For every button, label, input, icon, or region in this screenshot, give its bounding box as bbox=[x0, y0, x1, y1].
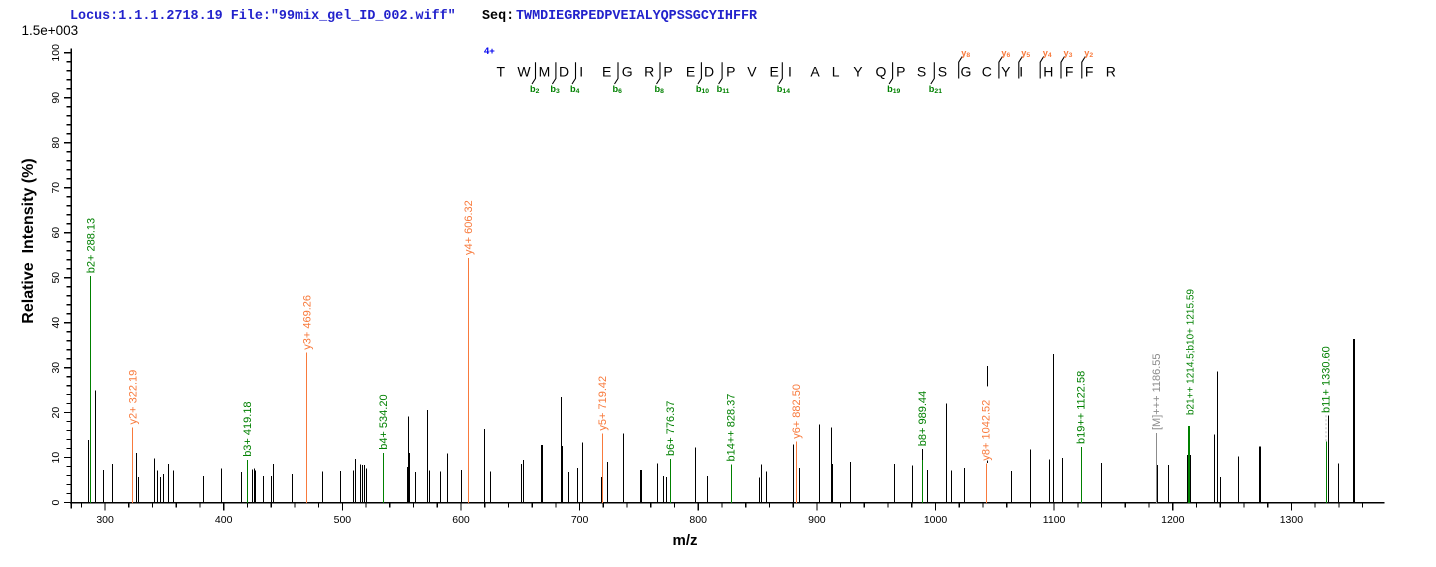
svg-text:P: P bbox=[663, 64, 672, 80]
svg-text:b8+ 989.44: b8+ 989.44 bbox=[917, 391, 929, 446]
svg-text:Relative Intensity (%): Relative Intensity (%) bbox=[20, 158, 37, 323]
svg-text:1000: 1000 bbox=[924, 514, 948, 526]
svg-text:b3: b3 bbox=[550, 84, 560, 95]
svg-text:0: 0 bbox=[50, 500, 62, 506]
svg-text:y3+ 469.26: y3+ 469.26 bbox=[301, 295, 313, 350]
svg-text:1.5e+003: 1.5e+003 bbox=[22, 23, 79, 38]
svg-text:b4: b4 bbox=[570, 84, 580, 95]
svg-text:y5: y5 bbox=[1021, 48, 1030, 59]
svg-text:S: S bbox=[938, 64, 947, 80]
svg-text:D: D bbox=[704, 64, 714, 80]
svg-text:I: I bbox=[788, 64, 792, 80]
svg-text:E: E bbox=[686, 64, 695, 80]
svg-text:y8: y8 bbox=[961, 48, 970, 59]
svg-text:b6: b6 bbox=[613, 84, 623, 95]
svg-text:70: 70 bbox=[50, 182, 62, 194]
svg-text:500: 500 bbox=[334, 514, 352, 526]
svg-text:Q: Q bbox=[875, 64, 886, 80]
svg-text:y8+ 1042.52: y8+ 1042.52 bbox=[981, 400, 993, 461]
svg-text:[M]+++ 1186.55: [M]+++ 1186.55 bbox=[1151, 353, 1163, 430]
svg-text:400: 400 bbox=[215, 514, 233, 526]
svg-text:b4+ 534.20: b4+ 534.20 bbox=[378, 394, 390, 449]
svg-text:F: F bbox=[1085, 64, 1094, 80]
svg-text:V: V bbox=[747, 64, 757, 80]
svg-text:50: 50 bbox=[50, 272, 62, 284]
svg-text:L: L bbox=[832, 64, 840, 80]
svg-text:y4+ 606.32: y4+ 606.32 bbox=[463, 200, 475, 255]
svg-text:b21++ 1214.5;b10+ 1215.59: b21++ 1214.5;b10+ 1215.59 bbox=[1186, 289, 1197, 415]
svg-text:b19: b19 bbox=[887, 84, 900, 95]
svg-text:E: E bbox=[602, 64, 611, 80]
svg-text:P: P bbox=[726, 64, 735, 80]
svg-text:b6+ 776.37: b6+ 776.37 bbox=[665, 401, 677, 456]
svg-text:10: 10 bbox=[50, 452, 62, 464]
svg-text:y3: y3 bbox=[1064, 48, 1073, 59]
svg-text:Y: Y bbox=[853, 64, 863, 80]
svg-text:Y: Y bbox=[1001, 64, 1011, 80]
svg-text:b3+ 419.18: b3+ 419.18 bbox=[242, 401, 254, 456]
svg-text:40: 40 bbox=[50, 317, 62, 329]
svg-text:80: 80 bbox=[50, 137, 62, 149]
svg-text:y2: y2 bbox=[1084, 48, 1093, 59]
svg-text:60: 60 bbox=[50, 227, 62, 239]
svg-text:b21: b21 bbox=[929, 84, 942, 95]
svg-text:E: E bbox=[770, 64, 779, 80]
svg-text:y2+ 322.19: y2+ 322.19 bbox=[127, 370, 139, 425]
svg-text:I: I bbox=[579, 64, 583, 80]
svg-text:700: 700 bbox=[571, 514, 589, 526]
svg-text:800: 800 bbox=[689, 514, 707, 526]
svg-text:R: R bbox=[644, 64, 654, 80]
svg-text:S: S bbox=[917, 64, 926, 80]
svg-text:b14++ 828.37: b14++ 828.37 bbox=[726, 394, 738, 462]
svg-text:100: 100 bbox=[50, 44, 62, 62]
svg-text:G: G bbox=[961, 64, 972, 80]
svg-text:1100: 1100 bbox=[1043, 514, 1066, 526]
svg-text:G: G bbox=[622, 64, 633, 80]
svg-text:b19++ 1122.58: b19++ 1122.58 bbox=[1076, 371, 1088, 444]
svg-text:W: W bbox=[517, 64, 531, 80]
svg-text:b2: b2 bbox=[530, 84, 540, 95]
svg-text:H: H bbox=[1043, 64, 1053, 80]
svg-text:b14: b14 bbox=[777, 84, 790, 95]
svg-text:y4: y4 bbox=[1043, 48, 1052, 59]
svg-text:I: I bbox=[1019, 64, 1023, 80]
svg-text:D: D bbox=[559, 64, 569, 80]
svg-text:1300: 1300 bbox=[1280, 514, 1304, 526]
svg-text:A: A bbox=[810, 64, 820, 80]
svg-text:C: C bbox=[982, 64, 992, 80]
svg-text:y6: y6 bbox=[1001, 48, 1010, 59]
svg-text:T: T bbox=[497, 64, 506, 80]
svg-text:F: F bbox=[1065, 64, 1074, 80]
svg-text:Locus:1.1.1.2718.19 File:"99mi: Locus:1.1.1.2718.19 File:"99mix_gel_ID_0… bbox=[70, 9, 456, 24]
svg-text:900: 900 bbox=[808, 514, 826, 526]
svg-text:b8: b8 bbox=[655, 84, 665, 95]
svg-text:m/z: m/z bbox=[672, 532, 697, 549]
svg-text:M: M bbox=[539, 64, 551, 80]
svg-text:R: R bbox=[1106, 64, 1116, 80]
svg-text:b10: b10 bbox=[696, 84, 709, 95]
svg-text:90: 90 bbox=[50, 92, 62, 104]
svg-text:y5+ 719.42: y5+ 719.42 bbox=[597, 376, 609, 431]
svg-text:TWMDIEGRPEDPVEIALYQPSSGCYIHFFR: TWMDIEGRPEDPVEIALYQPSSGCYIHFFR bbox=[516, 9, 758, 24]
svg-text:b11: b11 bbox=[717, 84, 730, 95]
svg-text:b2+ 288.13: b2+ 288.13 bbox=[85, 218, 97, 273]
svg-text:4+: 4+ bbox=[484, 46, 495, 57]
svg-text:300: 300 bbox=[96, 514, 114, 526]
svg-text:20: 20 bbox=[50, 407, 62, 419]
svg-text:Seq:: Seq: bbox=[482, 9, 514, 24]
svg-text:y6+ 882.50: y6+ 882.50 bbox=[791, 384, 803, 439]
svg-text:600: 600 bbox=[452, 514, 470, 526]
svg-text:b11+ 1330.60: b11+ 1330.60 bbox=[1321, 346, 1333, 413]
svg-text:1200: 1200 bbox=[1161, 514, 1185, 526]
svg-text:P: P bbox=[896, 64, 905, 80]
svg-text:30: 30 bbox=[50, 362, 62, 374]
